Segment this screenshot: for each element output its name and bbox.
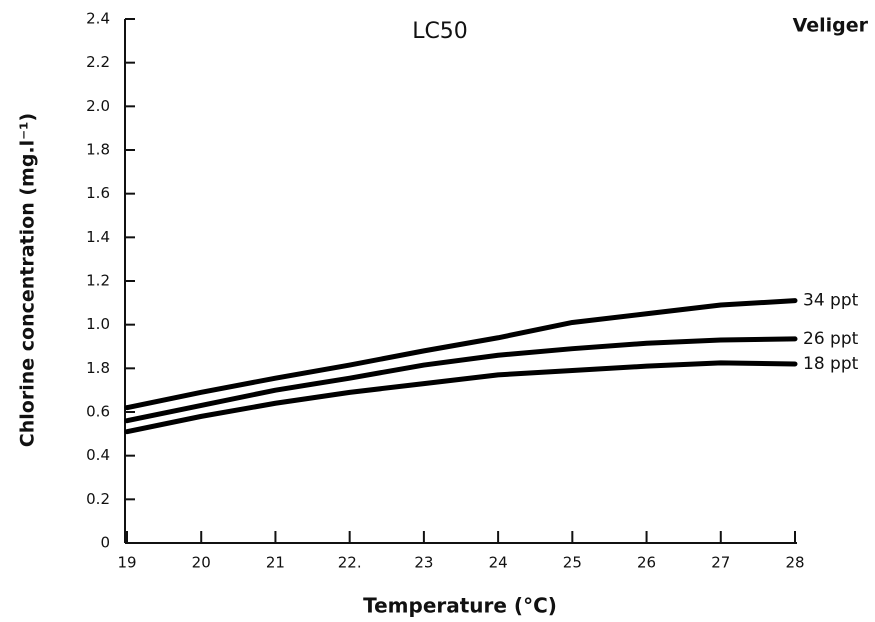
series-label: 26 ppt [803, 329, 859, 349]
y-tick-label: 1.0 [86, 315, 110, 333]
line-series [124, 336, 798, 424]
series-label: 18 ppt [803, 354, 859, 374]
x-tick-label: 23 [414, 554, 433, 572]
x-tick-label: 22. [338, 554, 362, 572]
x-tick-label: 27 [711, 554, 730, 572]
x-tick-label: 25 [563, 554, 582, 572]
y-tick-label: 2.2 [86, 53, 110, 71]
chart-title: LC50 [412, 19, 468, 44]
x-tick-label: 20 [192, 554, 211, 572]
x-tick-label: 26 [637, 554, 656, 572]
y-tick-label: 1.6 [86, 184, 110, 202]
y-tick-label: 0.2 [86, 490, 110, 508]
y-tick-label: 1.4 [86, 228, 110, 246]
annotation: Veliger [793, 15, 869, 37]
line-series [124, 298, 798, 411]
y-tick-label: 0.6 [86, 403, 110, 421]
y-tick-label: 2.4 [86, 10, 110, 28]
x-tick-label: 24 [489, 554, 508, 572]
y-axis-label: Chlorine concentration (mg.l⁻¹) [17, 113, 39, 447]
x-tick-label: 19 [117, 554, 136, 572]
y-tick-label: 0 [100, 534, 110, 552]
x-tick-label: 28 [785, 554, 804, 572]
series-label: 34 ppt [803, 291, 859, 311]
y-tick-label: 1.2 [86, 272, 110, 290]
line-series [124, 360, 798, 435]
y-tick-label: 1.8 [86, 359, 110, 377]
y-tick-label: 0.4 [86, 446, 110, 464]
y-tick-label: 1.8 [86, 141, 110, 159]
x-axis-label: Temperature (°C) [363, 594, 557, 618]
y-tick-label: 2.0 [86, 97, 110, 115]
x-tick-label: 21 [266, 554, 285, 572]
